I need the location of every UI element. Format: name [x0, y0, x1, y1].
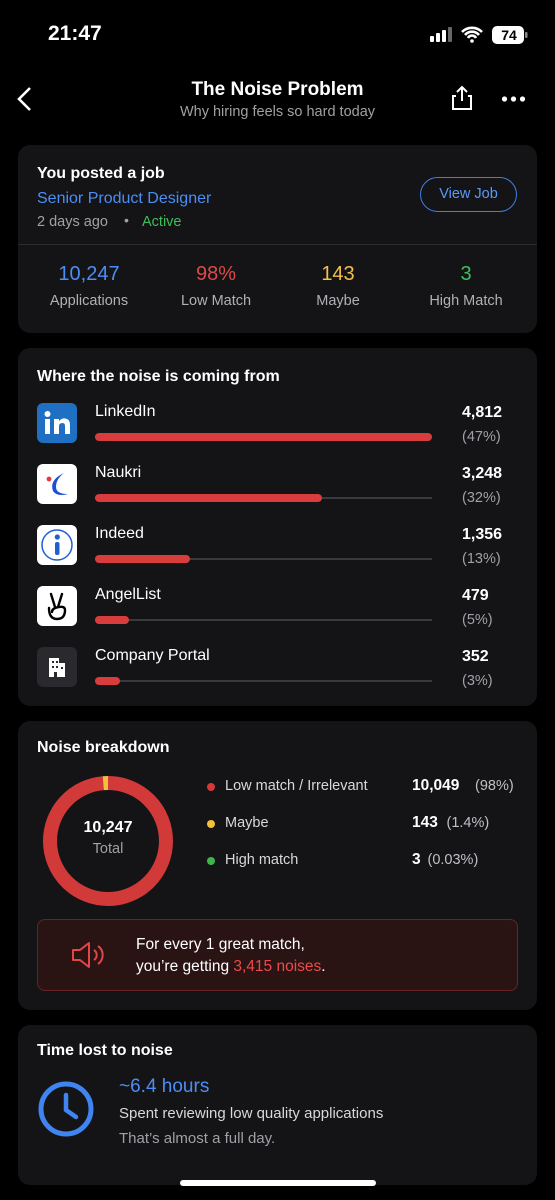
source-count: 479: [462, 587, 489, 604]
source-logo: [37, 403, 77, 443]
bar-track: [95, 680, 432, 682]
source-name: Company Portal: [95, 647, 210, 664]
text: .: [321, 958, 326, 975]
callout: For every 1 great match, you’re getting …: [37, 919, 518, 991]
highlight: 3,415 noises: [233, 958, 322, 975]
source-name: AngelList: [95, 586, 161, 603]
source-name: Indeed: [95, 525, 144, 542]
legend-share: (98%): [475, 778, 514, 794]
legend-label: High match: [225, 852, 299, 868]
speaker-icon: [72, 942, 104, 968]
highlight: 1: [205, 936, 215, 953]
time-description: Spent reviewing low quality applications: [119, 1105, 384, 1122]
stat-value: 143: [321, 263, 355, 285]
clock: 21:47: [48, 22, 102, 45]
bar-track: [95, 619, 432, 621]
source-count: 352: [462, 648, 489, 665]
stat-label: Maybe: [316, 293, 360, 309]
source-count: 3,248: [462, 465, 503, 482]
source-logo: [37, 525, 77, 565]
source-share: (47%): [462, 429, 501, 445]
source-share: (32%): [462, 490, 501, 506]
legend-share: (0.03%): [427, 852, 479, 868]
job-title[interactable]: Senior Product Designer: [37, 190, 212, 207]
legend-dot: [207, 820, 215, 828]
source-logo: [37, 586, 77, 626]
text: For every: [136, 936, 206, 953]
home-indicator: [180, 1180, 376, 1186]
time-note: That’s almost a full day.: [119, 1130, 276, 1147]
stat-label: Low Match: [180, 293, 252, 309]
donut-segment: [43, 776, 173, 906]
breakdown-card: Noise breakdown 10,247 Total For every 1…: [18, 721, 537, 1010]
bar-track: [95, 558, 432, 560]
hours-lost: ~6.4 hours: [119, 1076, 210, 1097]
text: great match,: [214, 936, 305, 953]
page-title: The Noise Problem: [191, 79, 364, 100]
card-title: Where the noise is coming from: [37, 368, 280, 385]
posted-time: 2 days ago: [37, 214, 108, 230]
source-logo: [37, 647, 77, 687]
bar: [95, 494, 323, 502]
source-count: 4,812: [462, 404, 503, 421]
more-button[interactable]: [501, 95, 527, 103]
job-card: You posted a job Senior Product Designer…: [18, 145, 537, 333]
card-heading: You posted a job: [37, 165, 165, 182]
stat-label: Applications: [49, 293, 129, 309]
battery-level: 74: [501, 27, 517, 43]
clock-icon: [38, 1081, 94, 1137]
callout-line-1: For every 1 great match,: [136, 936, 305, 954]
source-count: 1,356: [462, 526, 503, 543]
legend-count: 10,049: [412, 777, 460, 794]
bar: [95, 433, 432, 441]
legend-dot: [207, 783, 215, 791]
legend-dot: [207, 857, 215, 865]
source-logo: [37, 464, 77, 504]
source-share: (13%): [462, 551, 501, 567]
legend-label: Maybe: [225, 815, 269, 831]
legend-label: Low match / Irrelevant: [225, 778, 368, 794]
legend-share: (1.4%): [446, 815, 490, 831]
stat-value: 3: [460, 263, 472, 285]
page-subtitle: Why hiring feels so hard today: [179, 104, 376, 120]
card-title: Noise breakdown: [37, 739, 170, 756]
job-status: Active: [142, 214, 182, 230]
separator: •: [124, 212, 129, 228]
share-button[interactable]: [450, 85, 474, 111]
back-button[interactable]: [14, 86, 38, 112]
donut-total: 10,247: [83, 819, 133, 836]
status-icons: [430, 26, 528, 44]
bar: [95, 677, 120, 685]
bar: [95, 555, 190, 563]
card-title: Time lost to noise: [37, 1042, 173, 1059]
legend-count: 143: [412, 814, 438, 831]
time-card: Time lost to noise ~6.4 hours Spent revi…: [18, 1025, 537, 1185]
source-share: (5%): [462, 612, 493, 628]
stat-label: High Match: [429, 293, 503, 309]
text: you’re getting: [136, 958, 234, 975]
source-name: LinkedIn: [95, 403, 156, 420]
divider: [18, 244, 537, 245]
donut-total-label: Total: [92, 841, 124, 857]
stat-value: 10,247: [58, 263, 120, 285]
source-share: (3%): [462, 673, 493, 689]
donut-chart: [43, 776, 173, 906]
source-name: Naukri: [95, 464, 142, 481]
view-job-button[interactable]: View Job: [420, 177, 517, 212]
callout-line-2: you’re getting 3,415 noises.: [136, 958, 326, 976]
legend-count: 3: [412, 851, 421, 868]
stat-value: 98%: [195, 263, 237, 285]
sources-card: Where the noise is coming from LinkedIn 4…: [18, 348, 537, 706]
bar: [95, 616, 129, 624]
